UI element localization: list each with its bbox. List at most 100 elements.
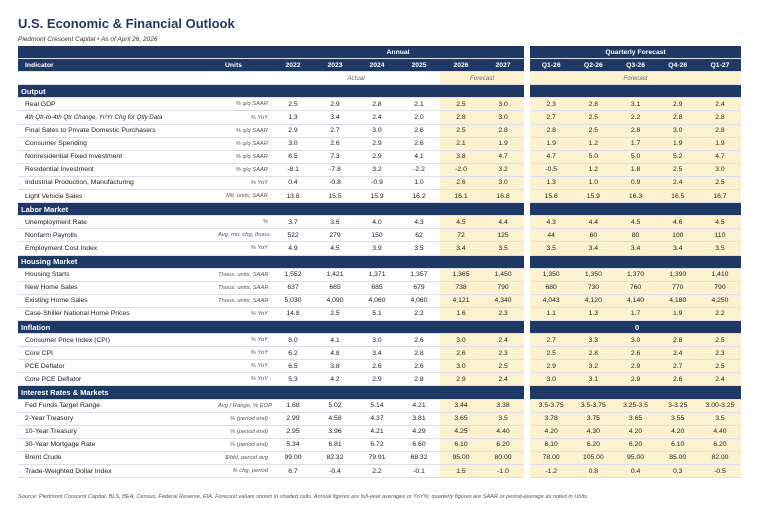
indicator: Final Sales to Private Domestic Purchase… bbox=[18, 124, 218, 138]
value-cell: 2.95 bbox=[272, 425, 314, 439]
value-cell: 1.9 bbox=[656, 137, 699, 151]
value-cell: 4.25 bbox=[440, 425, 482, 439]
data-row: Real GDP% q/q SAAR 2.5 2.9 2.8 2.1 2.5 3.0 2.3 2… bbox=[18, 97, 742, 112]
gap bbox=[524, 281, 531, 295]
value-cell: 4,121 bbox=[440, 294, 482, 308]
indicator: 4th Qtr-to-4th Qtr Change, Yr/Yr Chg for… bbox=[18, 110, 218, 125]
data-row: Core CPI% YoY 6.2 4.8 3.4 2.8 2.6 2.3 2.5 2.8 2.6… bbox=[18, 346, 742, 361]
data-row: Case-Shiller National Home Prices% YoY 14… bbox=[18, 307, 742, 321]
column-header: 2022 bbox=[272, 58, 314, 73]
value-cell: 685 bbox=[356, 281, 398, 295]
indicator: Nonfarm Payrolls bbox=[18, 228, 218, 243]
value-cell: 105.00 bbox=[572, 451, 615, 466]
value-cell: 4.9 bbox=[272, 241, 314, 256]
indicator: Housing Starts bbox=[18, 268, 218, 282]
value-cell: 1.5 bbox=[440, 464, 482, 479]
indicator: Core CPI bbox=[18, 346, 218, 361]
data-row: Fed Funds Target Range Avg / Range, % EOP… bbox=[18, 399, 742, 413]
indicator: Real GDP bbox=[18, 97, 218, 112]
value-cell: 3.00-3.25 bbox=[698, 399, 742, 413]
value-cell: -0.4 bbox=[314, 464, 356, 479]
value-cell: 2.5 bbox=[482, 359, 525, 374]
value-cell: 2.7 bbox=[530, 333, 573, 348]
gap bbox=[524, 241, 531, 255]
header-blank bbox=[18, 46, 272, 60]
value-cell: 3.5 bbox=[530, 241, 573, 256]
value-cell: 0.3 bbox=[656, 464, 699, 479]
value-cell: 3.5-3.75 bbox=[572, 399, 615, 413]
indicator: Industrial Production, Manufacturing bbox=[18, 176, 218, 191]
value-cell: 2.8 bbox=[356, 97, 398, 112]
value-cell: 4,340 bbox=[482, 294, 525, 308]
group-header: Annual bbox=[272, 46, 525, 60]
indicator: Employment Cost Index bbox=[18, 241, 218, 256]
gap bbox=[524, 163, 531, 177]
value-cell: 6.20 bbox=[482, 438, 525, 452]
value-cell: 80 bbox=[614, 228, 657, 243]
value-cell: 2.6 bbox=[656, 372, 699, 387]
gap bbox=[524, 399, 531, 413]
value-cell: 2.9 bbox=[314, 97, 356, 112]
value-cell: 1,350 bbox=[572, 268, 615, 282]
data-row: Nonresidential Fixed Investment% q/q SAA… bbox=[18, 150, 742, 164]
units: % YoY bbox=[218, 241, 272, 256]
value-cell: 2.1 bbox=[398, 97, 440, 112]
value-cell: 1,365 bbox=[440, 268, 482, 282]
value-cell: 279 bbox=[314, 228, 356, 243]
value-cell: -0.1 bbox=[398, 464, 440, 479]
column-header: 2024 bbox=[356, 58, 398, 73]
value-cell: -2.0 bbox=[440, 163, 482, 177]
value-cell: 3.65 bbox=[614, 412, 657, 426]
value-cell: 5.34 bbox=[272, 438, 314, 452]
value-cell: 4,060 bbox=[356, 294, 398, 308]
value-cell: 790 bbox=[482, 281, 525, 295]
value-cell: 2.3 bbox=[530, 97, 573, 112]
value-cell: 0.9 bbox=[614, 176, 657, 191]
value-cell: 1,390 bbox=[656, 268, 699, 282]
column-header: Units bbox=[218, 58, 272, 73]
value-cell: 72 bbox=[440, 228, 482, 243]
column-header: Indicator bbox=[18, 58, 218, 73]
gap bbox=[524, 359, 531, 373]
value-cell: 2.6 bbox=[314, 137, 356, 151]
value-cell: 5.0 bbox=[614, 150, 657, 164]
section-quarterly-label bbox=[530, 202, 742, 217]
column-header: 2027 bbox=[482, 58, 525, 73]
value-cell: 4,180 bbox=[656, 294, 699, 308]
gap bbox=[524, 333, 531, 347]
value-cell: 4.8 bbox=[314, 346, 356, 361]
footer: Source: Piedmont Crescent Capital, BLS, … bbox=[18, 494, 589, 500]
value-cell: 3.25-3.5 bbox=[614, 399, 657, 413]
value-cell: 2.2 bbox=[356, 464, 398, 479]
gap bbox=[524, 438, 531, 452]
value-cell: 1.0 bbox=[398, 176, 440, 191]
value-cell: 2.5 bbox=[698, 333, 742, 348]
outlook-table: Annual Quarterly Forecast Indicator Units 20… bbox=[18, 46, 742, 479]
value-cell: 8.0 bbox=[272, 333, 314, 348]
value-cell: 2.4 bbox=[356, 110, 398, 125]
subheader: Forecast bbox=[530, 71, 742, 86]
units: % YoY bbox=[218, 307, 272, 321]
value-cell: 7.3 bbox=[314, 150, 356, 164]
value-cell: 2.5 bbox=[572, 124, 615, 138]
column-header: 2026 bbox=[440, 58, 482, 73]
value-cell: 2.3 bbox=[482, 307, 525, 321]
data-row: Consumer Spending% q/q SAAR 3.0 2.6 2.9 2.6 2… bbox=[18, 137, 742, 151]
value-cell: 2.99 bbox=[272, 412, 314, 426]
value-cell: 4.3 bbox=[530, 215, 573, 230]
units: $/bbl, period avg bbox=[218, 451, 272, 466]
value-cell: 770 bbox=[656, 281, 699, 295]
indicator: Fed Funds Target Range bbox=[18, 399, 218, 413]
value-cell: 110 bbox=[698, 228, 742, 243]
value-cell: -1.0 bbox=[482, 464, 525, 479]
gap bbox=[524, 202, 531, 216]
value-cell: 2.5 bbox=[314, 307, 356, 321]
value-cell: 99.00 bbox=[272, 451, 314, 466]
value-cell: 2.3 bbox=[482, 346, 525, 361]
data-row: Trade-Weighted Dollar Index% chg, period… bbox=[18, 464, 742, 479]
value-cell: 6.5 bbox=[272, 359, 314, 374]
gap bbox=[524, 124, 531, 138]
value-cell: 3.4 bbox=[614, 241, 657, 256]
indicator: 10-Year Treasury bbox=[18, 425, 218, 439]
value-cell: 3.5-3.75 bbox=[530, 399, 573, 413]
